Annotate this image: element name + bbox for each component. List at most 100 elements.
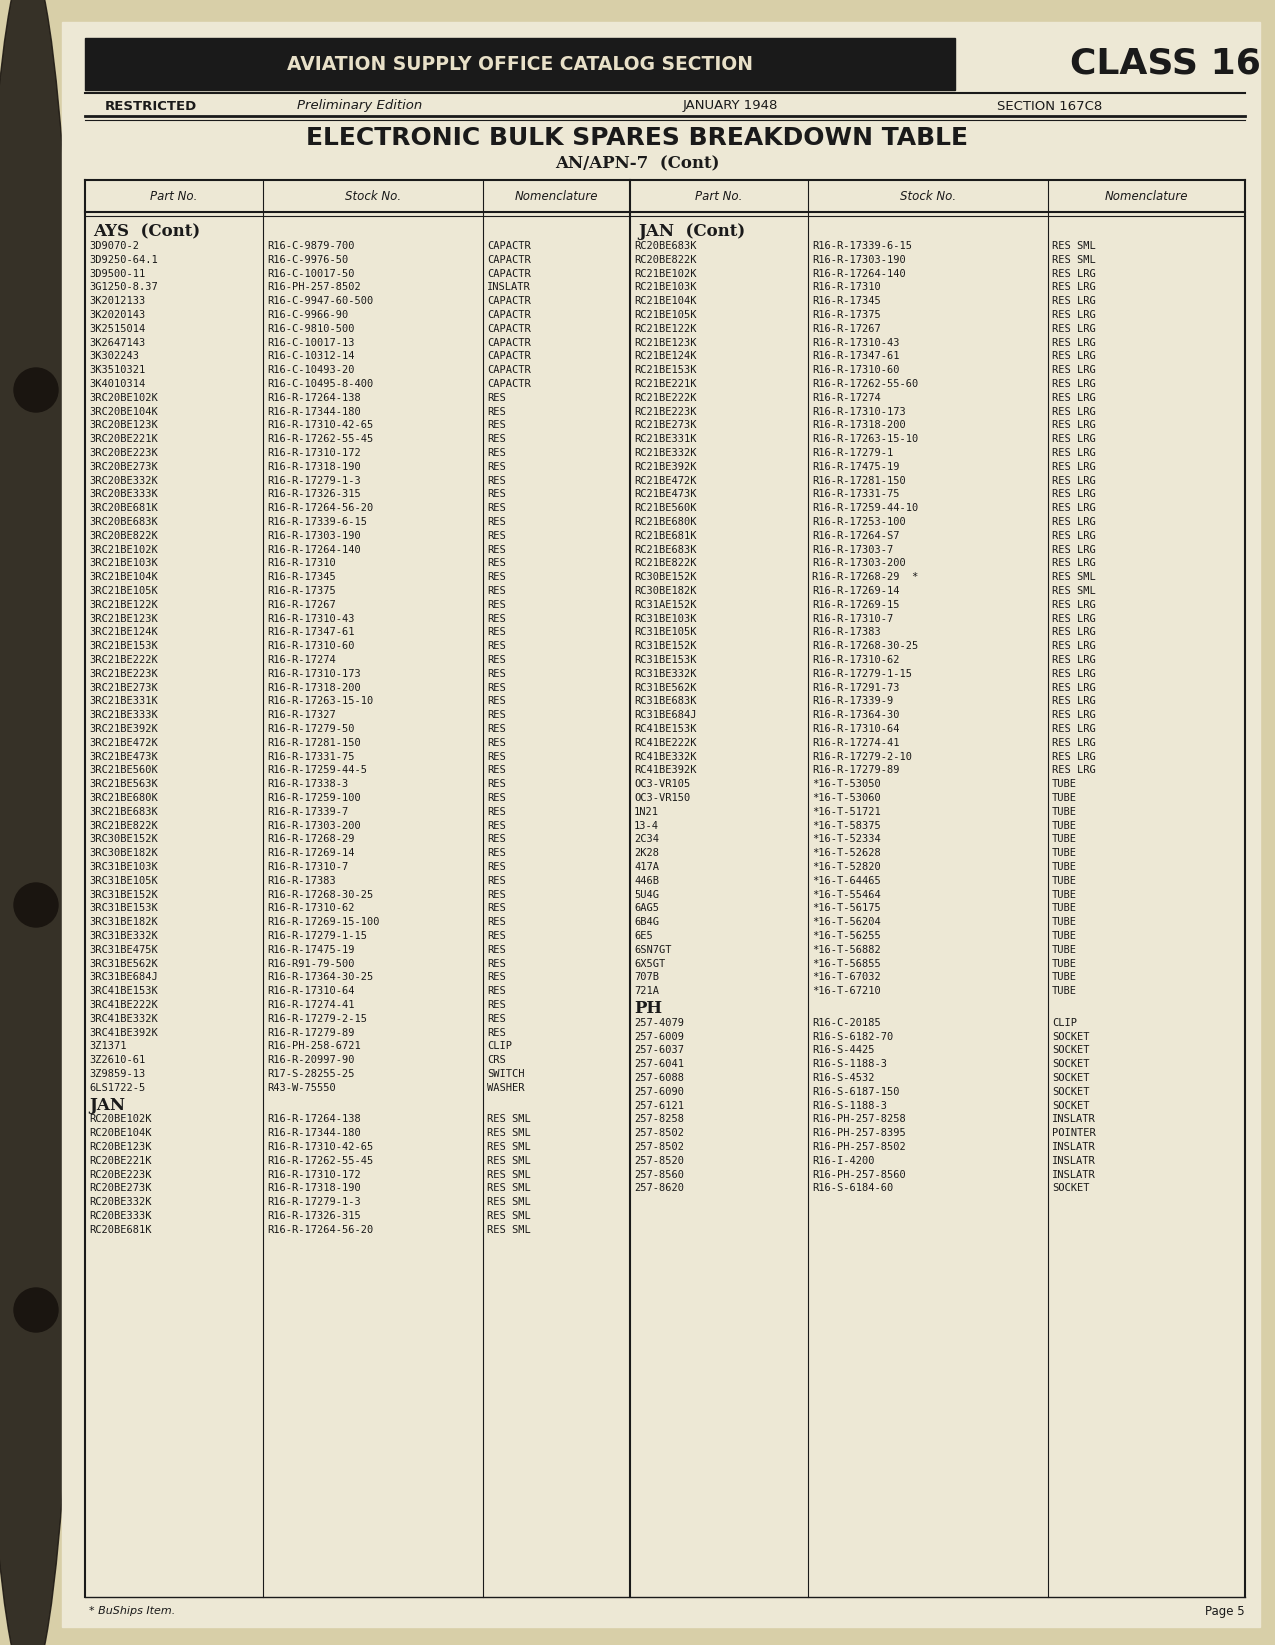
Text: R16-R-17274-41: R16-R-17274-41 [266,1000,354,1010]
Text: RC21BE681K: RC21BE681K [634,531,696,541]
Text: TUBE: TUBE [1052,918,1077,928]
Text: TUBE: TUBE [1052,890,1077,900]
Text: R17-S-28255-25: R17-S-28255-25 [266,1069,354,1079]
Text: RES LRG: RES LRG [1052,724,1095,734]
Text: Part No.: Part No. [150,189,198,202]
Bar [85,38,955,90]
Text: 3RC31BE475K: 3RC31BE475K [89,944,158,954]
Circle shape [14,1288,57,1332]
Text: R16-R-17310-62: R16-R-17310-62 [266,903,354,913]
Text: *16-T-64465: *16-T-64465 [812,875,881,885]
Text: R16-C-9879-700: R16-C-9879-700 [266,242,354,252]
Text: R16-PH-258-6721: R16-PH-258-6721 [266,1041,361,1051]
Text: 3RC20BE681K: 3RC20BE681K [89,503,158,513]
Text: R16-R-17269-14: R16-R-17269-14 [812,586,899,595]
Text: R16-R-17326-315: R16-R-17326-315 [266,490,361,500]
Text: RC31BE332K: RC31BE332K [634,670,696,679]
Text: 6LS1722-5: 6LS1722-5 [89,1082,145,1092]
Text: RES LRG: RES LRG [1052,711,1095,721]
Text: R16-C-9947-60-500: R16-C-9947-60-500 [266,296,374,306]
Text: RES LRG: RES LRG [1052,696,1095,706]
Text: SWITCH: SWITCH [487,1069,524,1079]
Text: R16-R-17310-60: R16-R-17310-60 [812,365,899,375]
Text: R16-C-9976-50: R16-C-9976-50 [266,255,348,265]
Text: RES SML: RES SML [1052,572,1095,582]
Text: RES: RES [487,572,506,582]
Text: R16-R-17259-100: R16-R-17259-100 [266,793,361,803]
Circle shape [14,368,57,411]
Text: PH: PH [634,1000,662,1018]
Text: *16-T-53050: *16-T-53050 [812,780,881,790]
Text: RES SML: RES SML [487,1128,530,1138]
Text: *16-T-67032: *16-T-67032 [812,972,881,982]
Text: JAN  (Cont): JAN (Cont) [638,224,746,240]
Text: *16-T-51721: *16-T-51721 [812,806,881,818]
Text: R16-R-17310-7: R16-R-17310-7 [812,614,894,623]
Text: 3RC21BE822K: 3RC21BE822K [89,821,158,831]
Text: CLIP: CLIP [1052,1018,1077,1028]
Text: R16-R-17364-30-25: R16-R-17364-30-25 [266,972,374,982]
Text: RES LRG: RES LRG [1052,544,1095,554]
Text: RC20BE223K: RC20BE223K [89,1170,152,1179]
Text: R16-R-17264-140: R16-R-17264-140 [812,268,905,278]
Text: TUBE: TUBE [1052,821,1077,831]
Text: R16-PH-257-8502: R16-PH-257-8502 [266,283,361,293]
Text: RC21BE822K: RC21BE822K [634,558,696,569]
Text: R16-R-17274-41: R16-R-17274-41 [812,739,899,748]
Text: RES LRG: RES LRG [1052,324,1095,334]
Text: RC21BE223K: RC21BE223K [634,406,696,416]
Text: TUBE: TUBE [1052,849,1077,859]
Text: RES: RES [487,558,506,569]
Text: R16-R-17279-1-3: R16-R-17279-1-3 [266,1198,361,1207]
Text: *16-T-56855: *16-T-56855 [812,959,881,969]
Text: TUBE: TUBE [1052,972,1077,982]
Text: RES LRG: RES LRG [1052,393,1095,403]
Text: RC31BE683K: RC31BE683K [634,696,696,706]
Text: RES LRG: RES LRG [1052,296,1095,306]
Text: RC21BE221K: RC21BE221K [634,378,696,388]
Text: R16-R-17253-100: R16-R-17253-100 [812,517,905,526]
Text: RES: RES [487,903,506,913]
Text: R16-R-17475-19: R16-R-17475-19 [812,462,899,472]
Text: CLIP: CLIP [487,1041,513,1051]
Text: RES: RES [487,890,506,900]
Text: RES LRG: RES LRG [1052,627,1095,637]
Text: RES: RES [487,544,506,554]
Text: JANUARY 1948: JANUARY 1948 [682,99,778,112]
Text: AYS  (Cont): AYS (Cont) [93,224,200,240]
Text: 3RC31BE103K: 3RC31BE103K [89,862,158,872]
Text: RES: RES [487,683,506,693]
Text: RES LRG: RES LRG [1052,765,1095,775]
Text: 13-4: 13-4 [634,821,659,831]
Text: R16-R-17268-29  *: R16-R-17268-29 * [812,572,918,582]
Text: 3RC31BE182K: 3RC31BE182K [89,918,158,928]
Text: RC21BE472K: RC21BE472K [634,475,696,485]
Text: R16-R-17279-2-10: R16-R-17279-2-10 [812,752,912,762]
Text: RC21BE104K: RC21BE104K [634,296,696,306]
Text: 3Z9859-13: 3Z9859-13 [89,1069,145,1079]
Text: *16-T-53060: *16-T-53060 [812,793,881,803]
Text: RC30BE152K: RC30BE152K [634,572,696,582]
Text: RC31AE152K: RC31AE152K [634,600,696,610]
Text: RES: RES [487,1000,506,1010]
Text: 3RC20BE123K: 3RC20BE123K [89,421,158,431]
Text: 257-8620: 257-8620 [634,1183,683,1193]
Text: R16-R-17310-43: R16-R-17310-43 [266,614,354,623]
Text: RES: RES [487,793,506,803]
Text: TUBE: TUBE [1052,862,1077,872]
Text: R16-PH-257-8258: R16-PH-257-8258 [812,1114,905,1125]
Text: 3Z1371: 3Z1371 [89,1041,126,1051]
Text: CAPACTR: CAPACTR [487,255,530,265]
Text: R16-R-17375: R16-R-17375 [812,309,881,321]
Text: RC41BE222K: RC41BE222K [634,739,696,748]
Text: R16-R-17269-14: R16-R-17269-14 [266,849,354,859]
Text: ELECTRONIC BULK SPARES BREAKDOWN TABLE: ELECTRONIC BULK SPARES BREAKDOWN TABLE [306,127,969,150]
Text: RES: RES [487,421,506,431]
Text: RES LRG: RES LRG [1052,670,1095,679]
Text: RES LRG: RES LRG [1052,406,1095,416]
Text: 2K28: 2K28 [634,849,659,859]
Text: RES: RES [487,627,506,637]
Text: 3RC21BE683K: 3RC21BE683K [89,806,158,818]
Text: R16-S-6184-60: R16-S-6184-60 [812,1183,894,1193]
Text: CAPACTR: CAPACTR [487,296,530,306]
